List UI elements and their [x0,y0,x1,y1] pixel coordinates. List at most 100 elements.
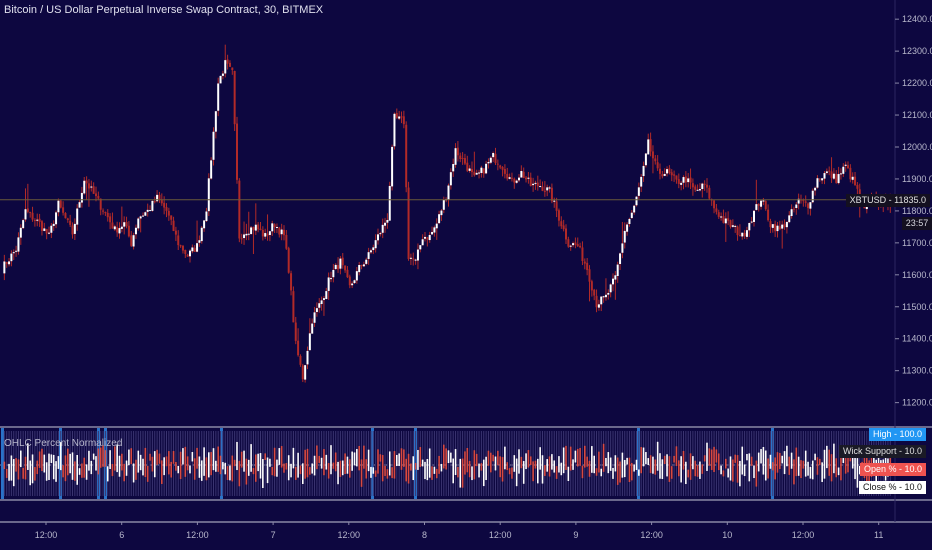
indicator-close-bar [666,454,668,477]
indicator-close-bar [781,455,783,464]
indicator-open-bar [318,455,321,463]
indicator-open-bar [255,454,257,482]
candle-up [320,300,323,305]
candle-down [99,198,102,210]
candle-down [341,257,344,266]
indicator-open-bar [5,468,8,478]
candle-up [553,200,556,202]
last-price-tag: XBTUSD - 11835.0 [845,194,930,207]
candle-up [24,209,27,220]
candle-down [668,168,671,174]
candle-up [647,139,650,155]
candle-down [297,340,300,356]
indicator-open-bar [715,449,718,463]
candle-up [518,177,520,181]
indicator-open-bar [767,458,769,479]
indicator-close-bar [57,456,60,469]
candle-down [513,178,516,183]
candle-up [814,187,817,191]
candle-up [696,189,699,191]
candle-down [767,209,770,221]
indicator-open-bar [710,449,713,470]
indicator-close-bar [652,456,654,474]
candle-down [804,201,807,203]
time-axis[interactable]: 12:00 6 12:00 7 12:00 8 12:00 9 12:00 10 12:00 11 [35,522,884,540]
candle-up [468,168,471,171]
indicator-open-bar [497,450,499,466]
indicator-close-bar [198,456,201,478]
candle-up [377,234,379,241]
candle-up [318,303,321,308]
indicator-close-bar [593,455,595,474]
candle-up [12,252,15,254]
candle-down [694,186,697,190]
indicator-open-bar [349,459,351,478]
indicator-close-bar [562,447,565,474]
candle-up [698,189,701,191]
candle-up [8,261,11,265]
candle-up [753,210,755,222]
indicator-close-bar [525,453,527,470]
indicator-close-bar [287,455,290,481]
indicator-close-bar [567,466,570,482]
candle-down [33,219,36,221]
candle-up [811,190,814,203]
candle-up [734,225,737,227]
candle-down [167,210,170,216]
candle-up [748,223,751,231]
indicator-open-bar [233,459,236,467]
candle-down [555,201,558,211]
candle-down [38,218,41,222]
candle-down [95,193,97,197]
indicator-close-bar [522,461,525,484]
indicator-close-bar [29,460,31,486]
indicator-close-bar [128,449,130,466]
indicator-close-bar [10,455,13,481]
candle-up [600,296,603,305]
candle-down [104,212,107,214]
candle-up [750,221,753,223]
candle-down [830,171,833,179]
session-marker [371,428,374,499]
candle-up [630,212,633,219]
candle-up [720,216,723,218]
indicator-close-bar [494,456,497,471]
candle-up [609,284,612,293]
candle-up [55,212,58,225]
candle-down [583,261,586,264]
price-axis[interactable]: 11200.0 11300.0 11400.0 11500.0 11600.0 11700… [895,14,932,408]
indicator-close-bar [276,459,278,477]
candle-up [391,146,394,187]
indicator-close-bar [269,458,271,467]
indicator-close-bar [424,461,426,480]
indicator-close-bar [351,451,353,471]
indicator-open-bar [480,463,483,471]
indicator-close-bar [823,449,826,479]
indicator-open-bar [779,452,781,470]
candle-down [656,162,659,169]
candle-up [90,186,93,188]
candle-up [78,202,81,208]
candle-up [311,323,314,334]
candle-down [835,173,838,183]
candle-up [640,176,643,187]
candle-down [565,228,567,240]
indicator-close-bar [811,460,814,480]
candle-up [308,333,311,351]
indicator-close-bar [743,464,746,477]
indicator-open-bar [384,465,386,476]
indicator-open-bar [520,456,523,469]
candle-up [416,249,419,261]
candle-down [236,123,238,180]
candle-up [398,116,401,119]
indicator-open-bar [161,460,163,484]
candle-down [62,207,65,213]
candle-up [619,253,622,264]
indicator-close-bar [247,459,250,476]
price-tick-label: 11200.0 [902,398,932,408]
candle-down [473,171,476,176]
indicator-open-bar [407,453,410,484]
candle-down [461,158,464,160]
indicator-close-bar [858,465,861,475]
